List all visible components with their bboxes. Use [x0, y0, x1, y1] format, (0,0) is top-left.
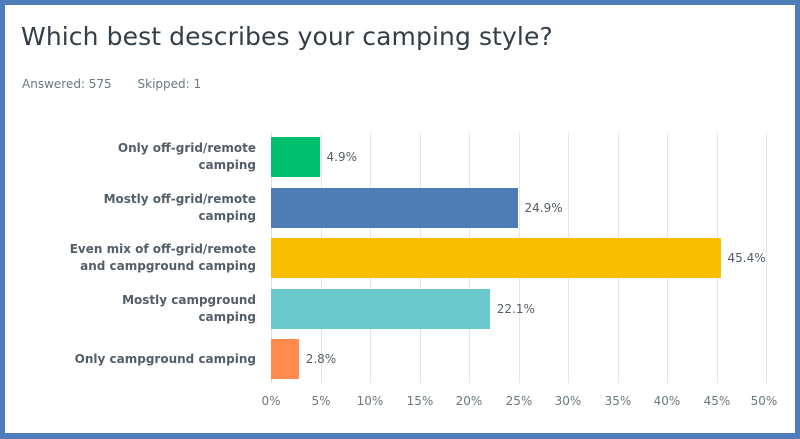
category-label: Mostly campground camping: [122, 293, 256, 324]
data-bar[interactable]: [271, 137, 320, 177]
x-axis-tick-label: 25%: [505, 394, 533, 408]
skipped-count: Skipped: 1: [137, 77, 202, 91]
gridline: [766, 133, 767, 383]
bar-value-label: 24.9%: [524, 201, 563, 215]
x-axis-tick-label: 30%: [554, 394, 582, 408]
data-bar[interactable]: [271, 188, 518, 228]
data-bar[interactable]: [271, 238, 721, 278]
x-axis-tick-label: 0%: [261, 394, 281, 408]
data-bar[interactable]: [271, 339, 299, 379]
bar-value-label: 45.4%: [727, 251, 766, 265]
category-label: Mostly off-grid/remote camping: [103, 192, 256, 223]
x-axis-tick-label: 35%: [604, 394, 632, 408]
bar-value-label: 4.9%: [326, 150, 358, 164]
x-axis-tick-label: 50%: [750, 394, 778, 408]
response-stats: Answered: 575 Skipped: 1: [22, 77, 223, 91]
category-label: Only off-grid/remote camping: [117, 141, 256, 172]
x-axis-tick-label: 45%: [703, 394, 731, 408]
category-label: Only campground camping: [74, 351, 256, 366]
question-title: Which best describes your camping style?: [21, 22, 553, 51]
bar-value-label: 2.8%: [305, 352, 337, 366]
x-axis-tick-label: 5%: [311, 394, 331, 408]
x-axis-tick-label: 20%: [455, 394, 483, 408]
x-axis-tick-label: 10%: [356, 394, 384, 408]
category-label: Even mix of off-grid/remote and campgroun…: [69, 242, 256, 273]
bar-value-label: 22.1%: [496, 302, 535, 316]
x-axis-tick-label: 40%: [653, 394, 681, 408]
data-bar[interactable]: [271, 289, 490, 329]
answered-count: Answered: 575: [22, 77, 112, 91]
x-axis-tick-label: 15%: [406, 394, 434, 408]
